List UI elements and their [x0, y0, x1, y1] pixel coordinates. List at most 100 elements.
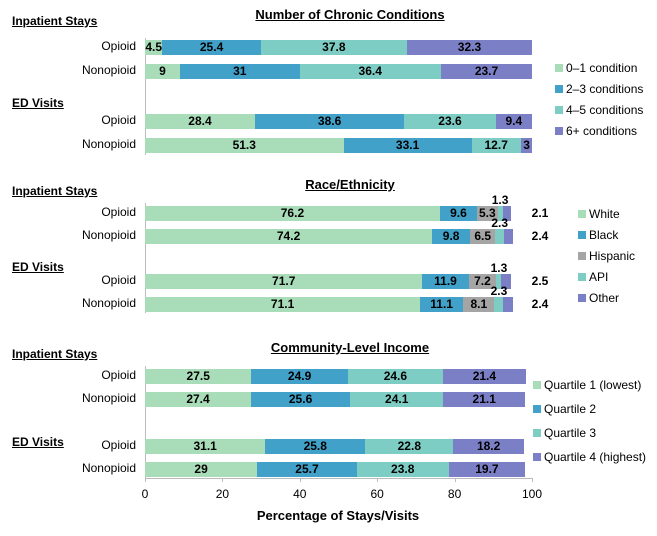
bar-segment [145, 273, 423, 289]
y-axis-line [145, 203, 146, 313]
data-label: 2.3 [490, 284, 508, 298]
legend-label: Quartile 4 (highest) [544, 450, 647, 464]
data-label: 8.1 [470, 297, 488, 311]
category-label: Opioid [101, 113, 136, 127]
bar-segment [471, 137, 521, 153]
legend-swatch [578, 294, 586, 302]
bar-segment [343, 137, 472, 153]
bar-segment [251, 391, 351, 407]
bar-segment [145, 113, 255, 129]
legend-item: Quartile 3 [533, 426, 596, 440]
x-tick-label: 80 [447, 487, 462, 501]
data-label: 29 [194, 462, 208, 476]
bar-segment [422, 273, 469, 289]
legend-label: Quartile 2 [544, 402, 597, 416]
data-label: 2.4 [531, 297, 549, 311]
bar-segment [145, 368, 252, 384]
bar-segment [260, 39, 407, 55]
legend-swatch [555, 85, 563, 93]
bar-segment [350, 391, 444, 407]
data-label: 25.4 [199, 40, 224, 54]
bar-segment [494, 296, 504, 312]
x-tick-mark [145, 478, 146, 482]
data-label: 24.9 [287, 369, 312, 383]
legend-label: Quartile 3 [544, 426, 597, 440]
data-label: 9.4 [505, 114, 523, 128]
bar-segment [251, 368, 348, 384]
bar-segment [356, 461, 449, 477]
x-tick-label: 60 [370, 487, 384, 501]
data-label: 71.1 [270, 297, 295, 311]
data-label: 38.6 [317, 114, 342, 128]
legend-swatch [578, 252, 586, 260]
legend-label: Hispanic [589, 249, 636, 263]
bar-segment [265, 438, 366, 454]
data-label: 11.9 [434, 274, 457, 288]
x-tick-label: 0 [141, 487, 149, 501]
category-label: Opioid [101, 39, 136, 53]
data-label: 32.3 [457, 40, 482, 54]
bar-segment [347, 368, 443, 384]
legend-label: API [589, 270, 609, 284]
legend-swatch [555, 64, 563, 72]
group-label: Inpatient Stays [12, 184, 98, 198]
data-label: 24.6 [383, 369, 408, 383]
data-label: 2.1 [531, 206, 549, 220]
legend-item: 4–5 conditions [555, 103, 643, 117]
data-label: 12.7 [484, 138, 508, 152]
bar-segment [470, 228, 496, 244]
legend-item: Black [578, 228, 618, 242]
group-label: ED Visits [12, 260, 64, 274]
bar-segment [406, 39, 532, 55]
data-label: 28.4 [188, 114, 212, 128]
x-tick-mark [299, 478, 301, 482]
bar-segment [448, 461, 526, 477]
data-label: 9.8 [442, 229, 460, 243]
data-label: 74.2 [276, 229, 301, 243]
category-label: Opioid [101, 368, 136, 382]
x-tick-label: 20 [215, 487, 230, 501]
bar-segment [497, 205, 503, 221]
legend-label: Quartile 1 (lowest) [544, 378, 642, 392]
bar-segment [145, 391, 252, 407]
data-label: 2.3 [491, 216, 509, 230]
legend-item: API [578, 270, 608, 284]
legend-swatch [555, 127, 563, 135]
bar-segment [365, 438, 454, 454]
data-label: 22.8 [397, 439, 421, 453]
group-label: ED Visits [12, 96, 64, 110]
legend-item: 2–3 conditions [555, 82, 643, 96]
legend-item: Quartile 4 (highest) [533, 450, 646, 464]
data-label: 24.1 [385, 392, 409, 406]
data-label: 2.5 [531, 274, 549, 288]
bar-segment [179, 63, 300, 79]
data-label: 36.4 [358, 64, 382, 78]
bar-segment [145, 438, 266, 454]
bar-segment [477, 205, 498, 221]
data-label: 21.1 [472, 392, 496, 406]
x-tick-label: 100 [521, 487, 543, 501]
data-label: 31.1 [193, 439, 217, 453]
legend-item: 0–1 condition [555, 61, 637, 75]
bar-segment [145, 137, 344, 153]
legend-item: Hispanic [578, 249, 635, 263]
data-label: 23.7 [474, 64, 499, 78]
bar-segment [439, 205, 478, 221]
bar-segment [453, 438, 524, 454]
x-tick-mark [454, 478, 456, 482]
bar-segment [162, 39, 261, 55]
data-label: 33.1 [395, 138, 420, 152]
data-label: 18.2 [476, 439, 501, 453]
data-label: 25.7 [295, 462, 319, 476]
legend-swatch [533, 453, 541, 461]
bar-segment [502, 205, 511, 221]
chart-title: Community-Level Income [270, 340, 430, 355]
data-label: 9.6 [450, 206, 467, 220]
data-label: 2.4 [531, 229, 549, 243]
legend-label: 2–3 conditions [566, 82, 644, 96]
data-label: 4.5 [145, 40, 163, 54]
bar-segment [520, 137, 533, 153]
bar-segment [299, 63, 441, 79]
bar-segment [254, 113, 405, 129]
data-label: 51.3 [232, 138, 256, 152]
